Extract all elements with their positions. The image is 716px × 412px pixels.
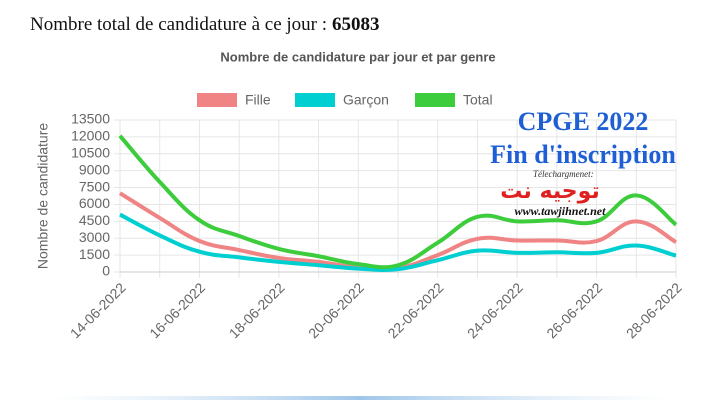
y-tick-label: 1500 xyxy=(79,246,110,262)
legend-swatch xyxy=(295,93,335,107)
y-tick-label: 12000 xyxy=(71,128,110,144)
header-label: Nombre total de candidature à ce jour : xyxy=(30,14,328,35)
y-tick-label: 13500 xyxy=(71,111,110,127)
y-tick-label: 3000 xyxy=(79,229,110,245)
line xyxy=(118,134,678,270)
line xyxy=(119,212,677,272)
legend-label: Garçon xyxy=(343,92,389,108)
watermark-caption: Télechargmenet: xyxy=(533,169,594,179)
x-tick-label: 28-06-2022 xyxy=(623,279,685,341)
legend-swatch xyxy=(197,93,237,107)
y-tick-label: 6000 xyxy=(79,195,110,211)
legend-label: Fille xyxy=(245,92,271,108)
y-tick-label: 9000 xyxy=(79,161,110,177)
x-tick-label: 26-06-2022 xyxy=(543,279,605,341)
y-tick-label: 7500 xyxy=(79,178,110,194)
x-tick-label: 22-06-2022 xyxy=(384,279,446,341)
header-total: 65083 xyxy=(332,14,380,35)
y-tick-label: 10500 xyxy=(71,144,110,160)
legend-swatch xyxy=(415,93,455,107)
chart-title: Nombre de candidature par jour et par ge… xyxy=(220,49,495,64)
header: Nombre total de candidature à ce jour :6… xyxy=(30,14,380,36)
legend-label: Total xyxy=(463,92,493,108)
y-axis-label: Nombre de candidature xyxy=(35,123,51,270)
y-tick-label: 0 xyxy=(102,263,110,279)
watermark-title: CPGE 2022 xyxy=(518,107,649,136)
x-tick-label: 20-06-2022 xyxy=(305,279,367,341)
x-tick-label: 14-06-2022 xyxy=(67,279,129,341)
x-tick-label: 24-06-2022 xyxy=(464,279,526,341)
divider xyxy=(50,396,670,400)
x-tick-label: 18-06-2022 xyxy=(226,279,288,341)
watermark-url: www.tawjihnet.net xyxy=(515,204,607,218)
x-tick-label: 16-06-2022 xyxy=(146,279,208,341)
y-tick-label: 4500 xyxy=(79,212,110,228)
watermark-logo: توجيه نت xyxy=(500,179,599,204)
watermark-subtitle: Fin d'inscription xyxy=(490,140,676,169)
